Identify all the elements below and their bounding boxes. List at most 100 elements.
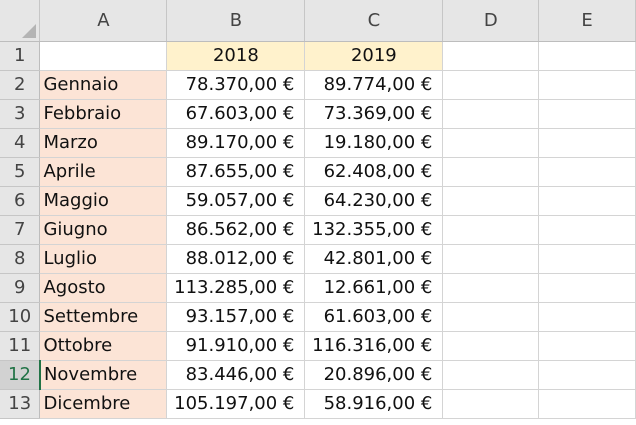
row-header[interactable]: 12 xyxy=(0,360,41,390)
cell-month[interactable]: Maggio xyxy=(39,186,168,216)
table-row: 13 Dicembre 105.197,00 €58.916,00 € xyxy=(0,389,636,419)
cell-value-2018[interactable]: 87.655,00 € xyxy=(166,157,306,187)
column-header-B[interactable]: B xyxy=(166,0,306,42)
cell-empty-D[interactable] xyxy=(442,302,540,332)
column-header-row: A B C D E xyxy=(0,0,636,42)
row-header[interactable]: 9 xyxy=(0,273,41,303)
cell-value-2018[interactable]: 113.285,00 € xyxy=(166,273,306,303)
cell-empty-E[interactable] xyxy=(538,273,636,303)
cell-empty-D[interactable] xyxy=(442,215,540,245)
cell-value-2019[interactable]: 58.916,00 € xyxy=(304,389,444,419)
table-row: 8 Luglio 88.012,00 €42.801,00 € xyxy=(0,244,636,274)
column-header-D[interactable]: D xyxy=(442,0,540,42)
cell-month[interactable]: Febbraio xyxy=(39,99,168,129)
row-header[interactable]: 3 xyxy=(0,99,41,129)
cell-value-2019[interactable]: 73.369,00 € xyxy=(304,99,444,129)
table-row: 4 Marzo 89.170,00 €19.180,00 € xyxy=(0,128,636,158)
cell-empty-D[interactable] xyxy=(442,99,540,129)
cell-month[interactable]: Gennaio xyxy=(39,70,168,100)
cell-value-2018[interactable]: 105.197,00 € xyxy=(166,389,306,419)
cell-empty-E[interactable] xyxy=(538,360,636,390)
cell-empty-D[interactable] xyxy=(442,186,540,216)
cell-value-2018[interactable]: 78.370,00 € xyxy=(166,70,306,100)
cell-month[interactable]: Agosto xyxy=(39,273,168,303)
cell-value-2019[interactable]: 20.896,00 € xyxy=(304,360,444,390)
row-header[interactable]: 13 xyxy=(0,389,41,419)
cell-month[interactable]: Ottobre xyxy=(39,331,168,361)
table-row: 2 Gennaio 78.370,00 €89.774,00 € xyxy=(0,70,636,100)
cell-empty-E[interactable] xyxy=(538,215,636,245)
row-header[interactable]: 1 xyxy=(0,41,41,71)
cell-value-2018[interactable]: 83.446,00 € xyxy=(166,360,306,390)
cell-value-2019[interactable]: 89.774,00 € xyxy=(304,70,444,100)
row-header[interactable]: 5 xyxy=(0,157,41,187)
column-header-C[interactable]: C xyxy=(304,0,444,42)
table-row: 10 Settembre 93.157,00 €61.603,00 € xyxy=(0,302,636,332)
row-header[interactable]: 6 xyxy=(0,186,41,216)
cell-empty-E[interactable] xyxy=(538,99,636,129)
cell-month[interactable]: Marzo xyxy=(39,128,168,158)
cell-empty-E[interactable] xyxy=(538,128,636,158)
table-row: 9 Agosto 113.285,00 €12.661,00 € xyxy=(0,273,636,303)
table-row: 1 2018 2019 xyxy=(0,41,636,71)
row-header[interactable]: 8 xyxy=(0,244,41,274)
cell-month[interactable]: Giugno xyxy=(39,215,168,245)
cell-empty-D[interactable] xyxy=(442,128,540,158)
select-all-button[interactable] xyxy=(0,0,41,42)
cell-value-2019[interactable]: 12.661,00 € xyxy=(304,273,444,303)
cell-value-2018[interactable]: 89.170,00 € xyxy=(166,128,306,158)
column-header-A[interactable]: A xyxy=(39,0,168,42)
cell-value-2019[interactable]: 132.355,00 € xyxy=(304,215,444,245)
cell-value-2018[interactable]: 93.157,00 € xyxy=(166,302,306,332)
row-header[interactable]: 4 xyxy=(0,128,41,158)
cell-empty-D[interactable] xyxy=(442,157,540,187)
cell-E1[interactable] xyxy=(538,41,636,71)
cell-value-2019[interactable]: 19.180,00 € xyxy=(304,128,444,158)
row-header[interactable]: 10 xyxy=(0,302,41,332)
cell-empty-E[interactable] xyxy=(538,70,636,100)
cell-value-2018[interactable]: 88.012,00 € xyxy=(166,244,306,274)
cell-empty-E[interactable] xyxy=(538,302,636,332)
cell-D1[interactable] xyxy=(442,41,540,71)
cell-value-2019[interactable]: 64.230,00 € xyxy=(304,186,444,216)
table-row: 12 Novembre 83.446,00 €20.896,00 € xyxy=(0,360,636,390)
cell-empty-E[interactable] xyxy=(538,389,636,419)
table-row: 3 Febbraio 67.603,00 €73.369,00 € xyxy=(0,99,636,129)
cell-empty-D[interactable] xyxy=(442,389,540,419)
cell-C1[interactable]: 2019 xyxy=(304,41,444,71)
cell-B1[interactable]: 2018 xyxy=(166,41,306,71)
row-header[interactable]: 7 xyxy=(0,215,41,245)
cell-empty-E[interactable] xyxy=(538,157,636,187)
cell-empty-E[interactable] xyxy=(538,186,636,216)
cell-month[interactable]: Luglio xyxy=(39,244,168,274)
cell-empty-D[interactable] xyxy=(442,331,540,361)
cell-empty-D[interactable] xyxy=(442,244,540,274)
cell-value-2018[interactable]: 67.603,00 € xyxy=(166,99,306,129)
cell-A1[interactable] xyxy=(39,41,168,71)
column-header-E[interactable]: E xyxy=(538,0,636,42)
cell-empty-D[interactable] xyxy=(442,360,540,390)
table-row: 5 Aprile 87.655,00 €62.408,00 € xyxy=(0,157,636,187)
cell-empty-D[interactable] xyxy=(442,70,540,100)
cell-value-2018[interactable]: 59.057,00 € xyxy=(166,186,306,216)
cell-value-2018[interactable]: 91.910,00 € xyxy=(166,331,306,361)
cell-value-2019[interactable]: 62.408,00 € xyxy=(304,157,444,187)
cell-value-2018[interactable]: 86.562,00 € xyxy=(166,215,306,245)
cell-empty-E[interactable] xyxy=(538,331,636,361)
cell-value-2019[interactable]: 61.603,00 € xyxy=(304,302,444,332)
cell-month[interactable]: Novembre xyxy=(39,360,168,390)
cell-value-2019[interactable]: 42.801,00 € xyxy=(304,244,444,274)
row-header[interactable]: 11 xyxy=(0,331,41,361)
cell-empty-E[interactable] xyxy=(538,244,636,274)
cell-month[interactable]: Settembre xyxy=(39,302,168,332)
row-header[interactable]: 2 xyxy=(0,70,41,100)
cell-empty-D[interactable] xyxy=(442,273,540,303)
cell-value-2019[interactable]: 116.316,00 € xyxy=(304,331,444,361)
table-row: 7 Giugno 86.562,00 €132.355,00 € xyxy=(0,215,636,245)
table-row: 6 Maggio 59.057,00 €64.230,00 € xyxy=(0,186,636,216)
cell-month[interactable]: Dicembre xyxy=(39,389,168,419)
select-all-triangle-icon xyxy=(22,23,37,38)
cell-month[interactable]: Aprile xyxy=(39,157,168,187)
